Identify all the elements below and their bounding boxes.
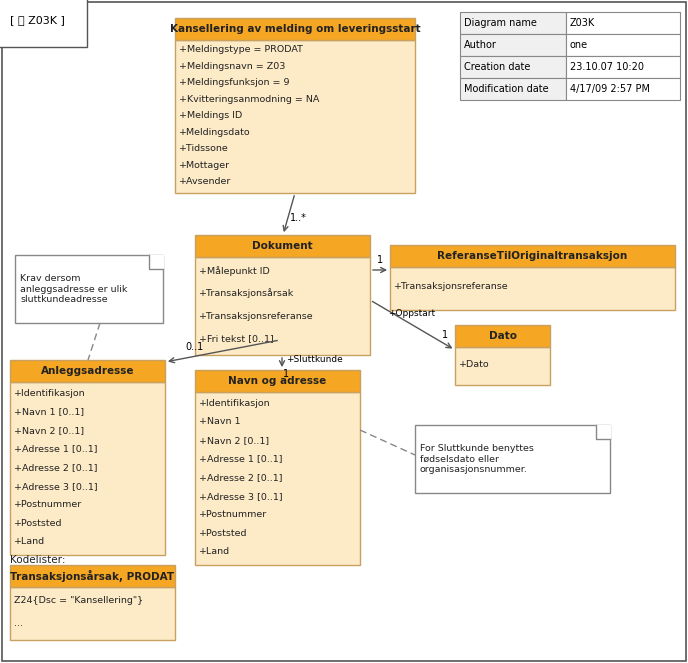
Text: one: one xyxy=(570,40,588,50)
Text: +Målepunkt ID: +Målepunkt ID xyxy=(199,266,270,276)
FancyBboxPatch shape xyxy=(390,267,675,310)
Text: +Avsender: +Avsender xyxy=(179,177,231,186)
FancyBboxPatch shape xyxy=(10,360,165,382)
Text: +Land: +Land xyxy=(199,548,230,556)
FancyBboxPatch shape xyxy=(175,18,415,40)
Text: 4/17/09 2:57 PM: 4/17/09 2:57 PM xyxy=(570,84,649,94)
FancyBboxPatch shape xyxy=(566,56,680,78)
Text: +Transaksjonsreferanse: +Transaksjonsreferanse xyxy=(394,282,508,291)
Text: ...: ... xyxy=(14,619,23,629)
Text: Kansellering av melding om leveringsstart: Kansellering av melding om leveringsstar… xyxy=(170,24,420,34)
Text: +Adresse 3 [0..1]: +Adresse 3 [0..1] xyxy=(199,492,283,501)
Text: [ 图 Z03K ]: [ 图 Z03K ] xyxy=(10,15,65,25)
Text: +Meldingstype = PRODAT: +Meldingstype = PRODAT xyxy=(179,45,303,54)
Text: 0..1: 0..1 xyxy=(186,342,204,352)
Text: +Kvitteringsanmodning = NA: +Kvitteringsanmodning = NA xyxy=(179,95,319,103)
Text: +Navn 2 [0..1]: +Navn 2 [0..1] xyxy=(199,436,269,445)
Polygon shape xyxy=(596,425,610,439)
FancyBboxPatch shape xyxy=(10,382,165,555)
Text: +Dato: +Dato xyxy=(459,360,490,369)
Text: Transaksjonsårsak, PRODAT: Transaksjonsårsak, PRODAT xyxy=(10,570,175,582)
Text: Creation date: Creation date xyxy=(464,62,530,72)
Polygon shape xyxy=(149,255,163,269)
FancyBboxPatch shape xyxy=(566,12,680,34)
Text: For Sluttkunde benyttes
fødselsdato eller
organisasjonsnummer.: For Sluttkunde benyttes fødselsdato elle… xyxy=(420,444,534,474)
Text: 1: 1 xyxy=(442,330,448,340)
FancyBboxPatch shape xyxy=(566,34,680,56)
FancyBboxPatch shape xyxy=(390,245,675,267)
FancyBboxPatch shape xyxy=(460,12,566,34)
Text: Krav dersom
anleggsadresse er ulik
sluttkundeadresse: Krav dersom anleggsadresse er ulik slutt… xyxy=(20,274,127,304)
Text: +Poststed: +Poststed xyxy=(199,529,248,538)
Text: Z24{Dsc = "Kansellering"}: Z24{Dsc = "Kansellering"} xyxy=(14,596,143,605)
FancyBboxPatch shape xyxy=(195,235,370,257)
Text: Diagram name: Diagram name xyxy=(464,18,537,28)
FancyBboxPatch shape xyxy=(415,425,610,493)
Text: +Meldingsnavn = Z03: +Meldingsnavn = Z03 xyxy=(179,62,286,71)
Text: +Navn 1 [0..1]: +Navn 1 [0..1] xyxy=(14,407,84,416)
FancyBboxPatch shape xyxy=(175,40,415,193)
Text: +Adresse 1 [0..1]: +Adresse 1 [0..1] xyxy=(199,454,283,463)
FancyBboxPatch shape xyxy=(10,565,175,587)
Text: 1: 1 xyxy=(283,369,289,379)
Text: +Postnummer: +Postnummer xyxy=(199,511,267,519)
Text: +Adresse 3 [0..1]: +Adresse 3 [0..1] xyxy=(14,482,98,491)
Text: +Oppstart: +Oppstart xyxy=(388,309,435,318)
FancyBboxPatch shape xyxy=(566,78,680,100)
FancyBboxPatch shape xyxy=(195,392,360,565)
Text: Author: Author xyxy=(464,40,497,50)
Text: +Tidssone: +Tidssone xyxy=(179,144,228,153)
FancyBboxPatch shape xyxy=(460,34,566,56)
Text: +Fri tekst [0..1]: +Fri tekst [0..1] xyxy=(199,335,274,343)
FancyBboxPatch shape xyxy=(195,370,360,392)
Text: Anleggsadresse: Anleggsadresse xyxy=(41,366,134,376)
Text: +Navn 2 [0..1]: +Navn 2 [0..1] xyxy=(14,426,84,435)
Text: +Meldings ID: +Meldings ID xyxy=(179,111,242,120)
Text: Dokument: Dokument xyxy=(252,241,313,251)
Text: +Adresse 1 [0..1]: +Adresse 1 [0..1] xyxy=(14,444,98,453)
Text: 1..*: 1..* xyxy=(290,213,307,223)
Text: +Mottager: +Mottager xyxy=(179,160,230,170)
Text: Z03K: Z03K xyxy=(570,18,595,28)
Text: +Navn 1: +Navn 1 xyxy=(199,417,241,426)
Text: +Identifikasjon: +Identifikasjon xyxy=(199,398,270,408)
Text: +Transaksjonsårsak: +Transaksjonsårsak xyxy=(199,288,294,298)
FancyBboxPatch shape xyxy=(460,78,566,100)
Text: +Meldingsdato: +Meldingsdato xyxy=(179,128,250,137)
FancyBboxPatch shape xyxy=(10,587,175,640)
Text: +Transaksjonsreferanse: +Transaksjonsreferanse xyxy=(199,312,314,321)
Text: +Sluttkunde: +Sluttkunde xyxy=(286,355,343,365)
Text: 23.10.07 10:20: 23.10.07 10:20 xyxy=(570,62,643,72)
FancyBboxPatch shape xyxy=(15,255,163,323)
Text: Dato: Dato xyxy=(488,331,517,341)
Text: +Land: +Land xyxy=(14,538,45,546)
Text: +Poststed: +Poststed xyxy=(14,519,63,528)
FancyBboxPatch shape xyxy=(460,56,566,78)
Text: +Meldingsfunksjon = 9: +Meldingsfunksjon = 9 xyxy=(179,78,290,88)
FancyBboxPatch shape xyxy=(455,325,550,347)
Text: Navn og adresse: Navn og adresse xyxy=(228,376,327,386)
FancyBboxPatch shape xyxy=(455,347,550,385)
Text: +Adresse 2 [0..1]: +Adresse 2 [0..1] xyxy=(199,473,283,482)
Text: Modification date: Modification date xyxy=(464,84,548,94)
Text: 1: 1 xyxy=(377,255,383,265)
Text: +Adresse 2 [0..1]: +Adresse 2 [0..1] xyxy=(14,463,98,472)
Text: ReferanseTilOriginaltransaksjon: ReferanseTilOriginaltransaksjon xyxy=(438,251,627,261)
Text: +Identifikasjon: +Identifikasjon xyxy=(14,389,85,398)
Text: +Postnummer: +Postnummer xyxy=(14,501,83,509)
FancyBboxPatch shape xyxy=(195,257,370,355)
Text: Kodelister:: Kodelister: xyxy=(10,555,65,565)
